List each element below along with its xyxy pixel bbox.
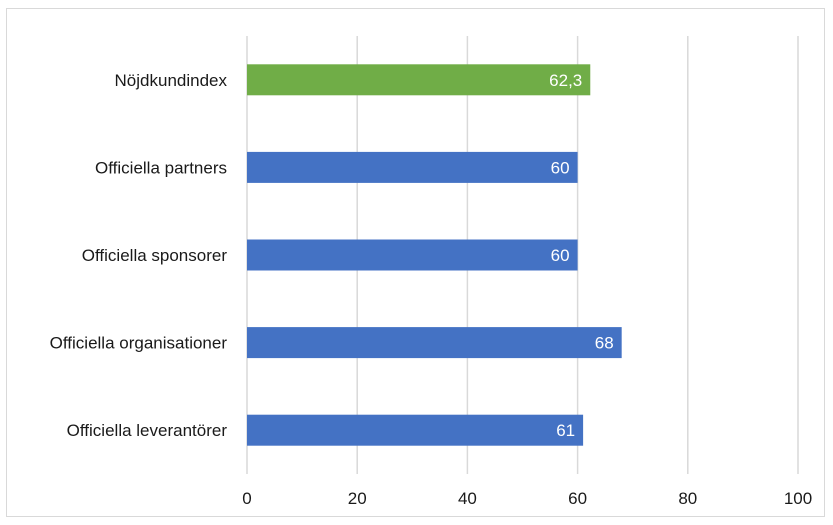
bar — [247, 151, 578, 183]
x-tick-label: 80 — [678, 489, 697, 508]
x-tick-label: 0 — [242, 489, 251, 508]
bar — [247, 327, 622, 359]
x-tick-label: 100 — [784, 489, 812, 508]
data-labels: 62,3 60 60 68 61 — [549, 71, 614, 440]
category-label: Officiella sponsorer — [82, 246, 228, 265]
category-label: Officiella leverantörer — [67, 421, 228, 440]
x-tick-label: 20 — [348, 489, 367, 508]
bar — [247, 239, 578, 271]
bar — [247, 414, 584, 446]
data-label: 68 — [595, 334, 614, 353]
category-labels: Nöjdkundindex Officiella partners Officiel… — [50, 71, 228, 440]
data-label: 60 — [551, 246, 570, 265]
category-label: Nöjdkundindex — [115, 71, 228, 90]
gridlines — [246, 36, 799, 474]
x-tick-label: 60 — [568, 489, 587, 508]
data-label: 60 — [551, 158, 570, 177]
bars — [247, 64, 622, 446]
data-label: 62,3 — [549, 71, 582, 90]
data-label: 61 — [556, 421, 575, 440]
category-label: Officiella organisationer — [50, 334, 228, 353]
x-axis-ticks: 0 20 40 60 80 100 — [242, 489, 812, 508]
category-label: Officiella partners — [95, 158, 227, 177]
x-tick-label: 40 — [458, 489, 477, 508]
bar — [247, 64, 591, 96]
